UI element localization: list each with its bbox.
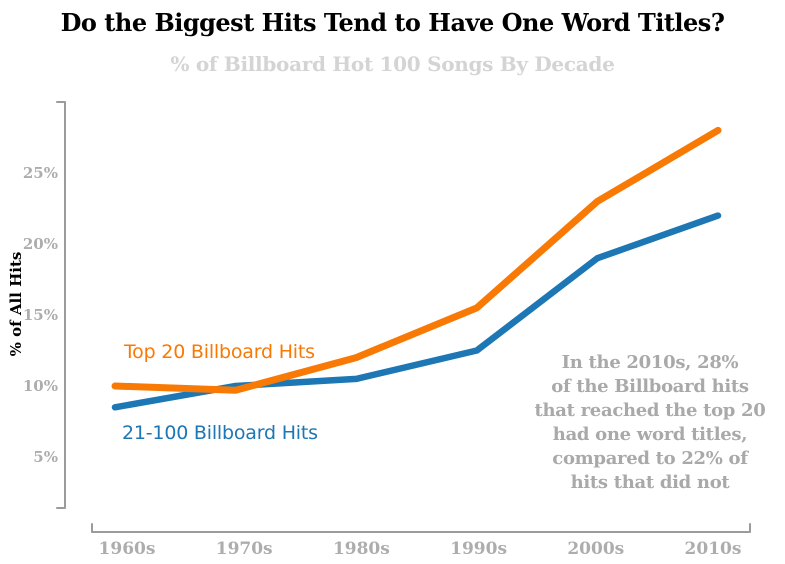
annotation-line: compared to 22% of <box>552 448 748 469</box>
series-label-21-100: 21-100 Billboard Hits <box>122 422 318 444</box>
series-label-top-20: Top 20 Billboard Hits <box>124 341 315 363</box>
x-tick-label: 1960s <box>98 539 156 559</box>
x-tick-label: 2010s <box>684 539 742 559</box>
annotation-line: hits that did not <box>570 472 730 493</box>
chart-title: Do the Biggest Hits Tend to Have One Wor… <box>60 8 725 37</box>
y-axis-line <box>56 101 66 509</box>
annotation-text-block: In the 2010s, 28% of the Billboard hits … <box>518 351 782 495</box>
annotation-line: that reached the top 20 <box>534 400 766 421</box>
x-tick-label: 1980s <box>332 539 390 559</box>
y-tick-label: 25% <box>22 164 58 182</box>
x-tick-label: 1990s <box>450 539 508 559</box>
y-tick-label: 10% <box>22 377 58 395</box>
y-tick-label: 15% <box>22 306 58 324</box>
y-tick-label: 5% <box>33 448 58 466</box>
chart-subtitle: % of Billboard Hot 100 Songs By Decade <box>170 52 615 76</box>
annotation-line: of the Billboard hits <box>551 376 749 397</box>
x-axis-line <box>91 523 751 533</box>
y-tick-label: 20% <box>22 235 58 253</box>
x-tick-label: 2000s <box>567 539 625 559</box>
x-tick-label: 1970s <box>215 539 273 559</box>
annotation-line: had one word titles, <box>552 424 748 445</box>
annotation-line: In the 2010s, 28% <box>561 352 739 373</box>
series-line-top-20 <box>111 126 722 394</box>
